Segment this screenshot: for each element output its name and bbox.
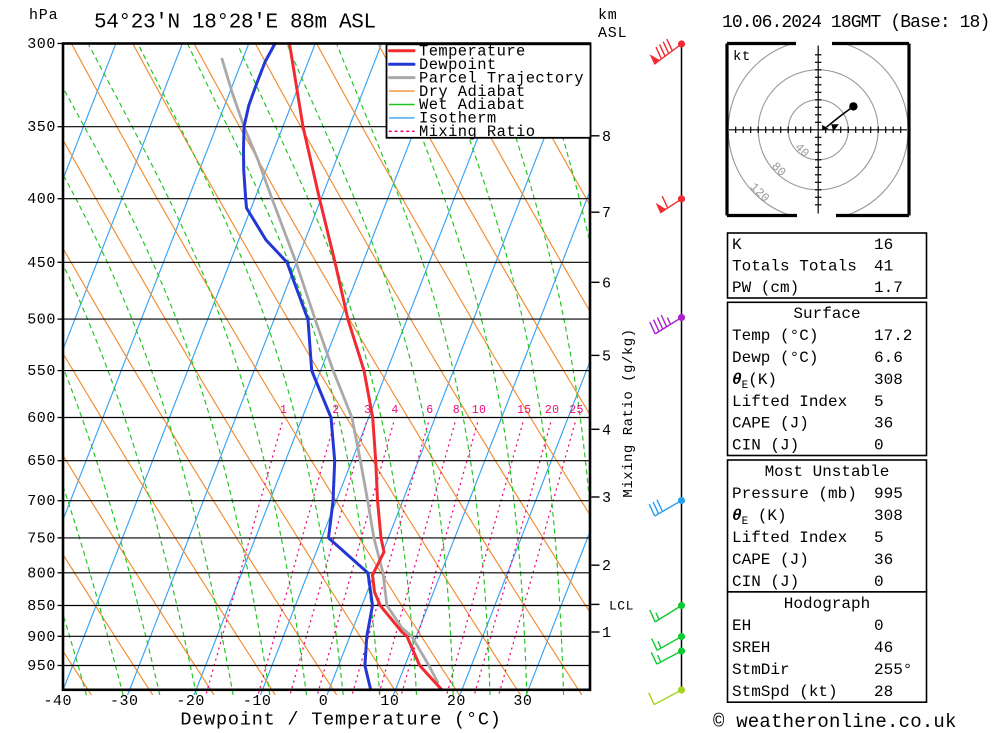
svg-text:20: 20	[447, 693, 466, 710]
svg-text:Parcel Trajectory: Parcel Trajectory	[419, 69, 584, 87]
svg-text:500: 500	[27, 312, 56, 329]
svg-text:6: 6	[602, 275, 611, 292]
svg-text:28: 28	[874, 683, 893, 701]
svg-text:10: 10	[472, 404, 486, 417]
svg-text:8: 8	[602, 129, 611, 146]
svg-text:SREH: SREH	[732, 639, 770, 657]
svg-text:EH: EH	[732, 617, 751, 635]
svg-text:StmDir: StmDir	[732, 661, 790, 679]
svg-text:900: 900	[27, 629, 56, 646]
svg-text:Dry Adiabat: Dry Adiabat	[419, 83, 526, 101]
svg-text:hPa: hPa	[29, 7, 58, 24]
svg-text:30: 30	[513, 693, 532, 710]
svg-text:Mixing Ratio (g/kg): Mixing Ratio (g/kg)	[621, 328, 637, 497]
svg-text:StmSpd (kt): StmSpd (kt)	[732, 683, 838, 701]
svg-text:Lifted Index: Lifted Index	[732, 529, 847, 547]
svg-text:6.6: 6.6	[874, 349, 903, 367]
svg-text:7: 7	[602, 205, 611, 222]
svg-text:θE (K): θE (K)	[732, 507, 787, 528]
svg-text:25: 25	[569, 404, 583, 417]
svg-text:700: 700	[27, 493, 56, 510]
svg-text:CIN (J): CIN (J)	[732, 573, 799, 591]
svg-text:15: 15	[517, 404, 531, 417]
svg-text:3: 3	[602, 490, 611, 507]
svg-text:Dewpoint / Temperature (°C): Dewpoint / Temperature (°C)	[180, 710, 501, 731]
svg-text:8: 8	[453, 404, 460, 417]
svg-text:-40: -40	[43, 693, 72, 710]
svg-text:LCL: LCL	[609, 599, 634, 614]
svg-text:Mixing Ratio: Mixing Ratio	[419, 123, 535, 141]
svg-text:PW (cm): PW (cm)	[732, 279, 799, 297]
svg-text:750: 750	[27, 530, 56, 547]
svg-text:kt: kt	[733, 49, 751, 65]
svg-text:550: 550	[27, 363, 56, 380]
svg-text:300: 300	[27, 36, 56, 53]
svg-text:-20: -20	[176, 693, 205, 710]
svg-text:Dewpoint: Dewpoint	[419, 56, 497, 74]
svg-text:17.2: 17.2	[874, 327, 912, 345]
svg-text:36: 36	[874, 415, 893, 433]
svg-text:Pressure (mb): Pressure (mb)	[732, 485, 857, 503]
svg-text:54°23'N 18°28'E 88m ASL: 54°23'N 18°28'E 88m ASL	[94, 12, 376, 35]
svg-text:θE(K): θE(K)	[732, 371, 777, 392]
svg-text:995: 995	[874, 485, 903, 503]
svg-text:600: 600	[27, 410, 56, 427]
svg-text:650: 650	[27, 453, 56, 470]
svg-text:Dewp (°C): Dewp (°C)	[732, 349, 818, 367]
svg-text:3: 3	[364, 404, 371, 417]
svg-text:6: 6	[426, 404, 433, 417]
svg-text:0: 0	[874, 617, 884, 635]
svg-text:Wet Adiabat: Wet Adiabat	[419, 96, 526, 114]
svg-text:41: 41	[874, 258, 893, 276]
svg-text:ASL: ASL	[598, 25, 627, 42]
svg-text:4: 4	[391, 404, 398, 417]
svg-text:10: 10	[380, 693, 399, 710]
svg-text:Hodograph: Hodograph	[784, 595, 870, 613]
svg-text:0: 0	[319, 693, 329, 710]
svg-text:Surface: Surface	[793, 305, 860, 323]
svg-text:1: 1	[602, 625, 611, 642]
svg-text:950: 950	[27, 658, 56, 675]
svg-text:K: K	[732, 236, 742, 254]
svg-text:Temperature: Temperature	[419, 43, 526, 61]
svg-text:CAPE (J): CAPE (J)	[732, 551, 809, 569]
svg-text:36: 36	[874, 551, 893, 569]
svg-text:46: 46	[874, 639, 893, 657]
svg-text:-10: -10	[243, 693, 272, 710]
svg-text:Most Unstable: Most Unstable	[765, 463, 890, 481]
svg-text:2: 2	[332, 404, 339, 417]
svg-text:5: 5	[874, 393, 884, 411]
svg-text:308: 308	[874, 507, 903, 525]
svg-text:400: 400	[27, 191, 56, 208]
svg-text:308: 308	[874, 371, 903, 389]
svg-text:0: 0	[874, 437, 884, 455]
svg-text:1: 1	[280, 404, 287, 417]
svg-text:850: 850	[27, 598, 56, 615]
svg-text:255°: 255°	[874, 661, 912, 679]
svg-text:1.7: 1.7	[874, 279, 903, 297]
svg-text:CIN (J): CIN (J)	[732, 437, 799, 455]
svg-text:-30: -30	[110, 693, 139, 710]
svg-text:© weatheronline.co.uk: © weatheronline.co.uk	[713, 711, 957, 733]
svg-text:5: 5	[602, 348, 611, 365]
svg-text:Temp (°C): Temp (°C)	[732, 327, 818, 345]
svg-text:450: 450	[27, 255, 56, 272]
svg-text:km: km	[598, 7, 618, 24]
svg-text:20: 20	[545, 404, 559, 417]
svg-text:5: 5	[874, 529, 884, 547]
svg-text:10.06.2024 18GMT (Base: 18): 10.06.2024 18GMT (Base: 18)	[722, 13, 989, 33]
svg-text:CAPE (J): CAPE (J)	[732, 415, 809, 433]
svg-text:Totals Totals: Totals Totals	[732, 258, 857, 276]
svg-text:16: 16	[874, 236, 893, 254]
svg-text:Lifted Index: Lifted Index	[732, 393, 847, 411]
svg-text:800: 800	[27, 565, 56, 582]
svg-text:Isotherm: Isotherm	[419, 110, 497, 128]
svg-text:0: 0	[874, 573, 884, 591]
svg-text:4: 4	[602, 422, 611, 439]
svg-text:2: 2	[602, 558, 611, 575]
svg-text:350: 350	[27, 119, 56, 136]
